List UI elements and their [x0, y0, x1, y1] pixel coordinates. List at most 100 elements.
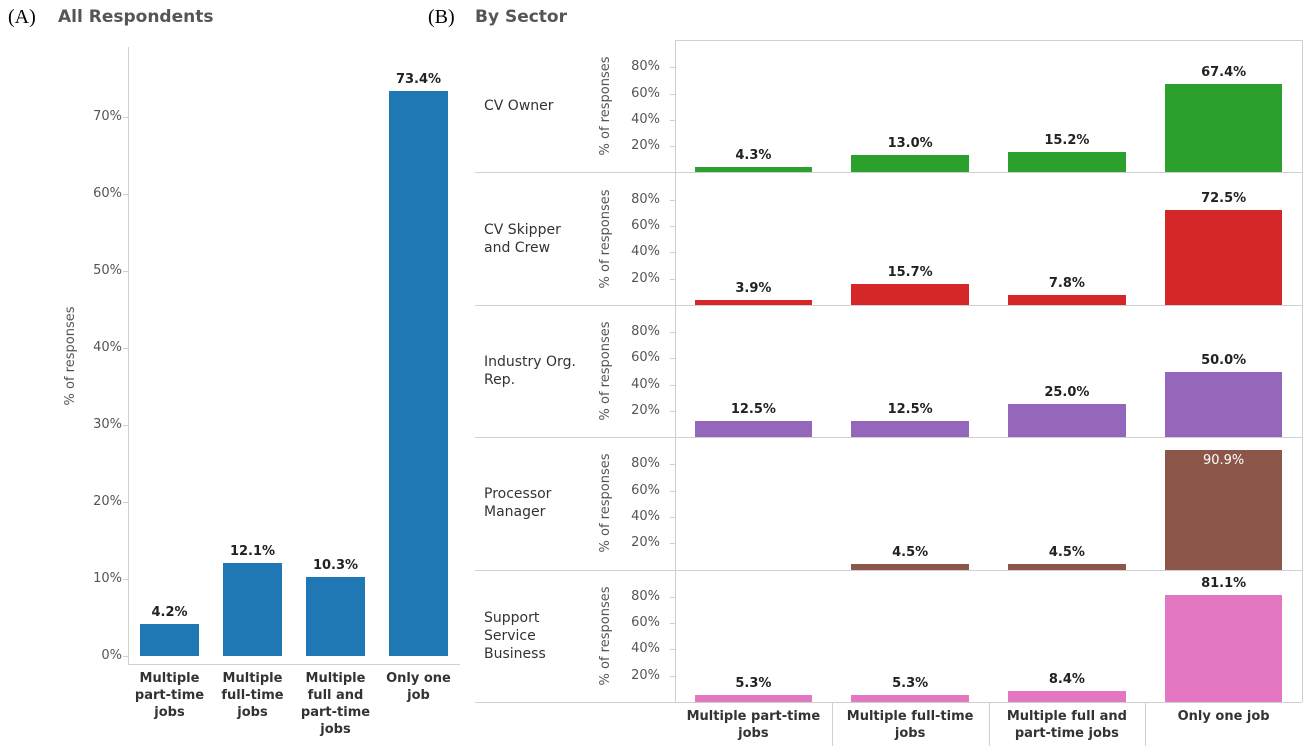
tick-mark: [123, 502, 128, 504]
tick-mark: [670, 623, 675, 625]
value-label: 15.7%: [887, 265, 933, 281]
tick-mark: [670, 225, 675, 227]
row-label: Processor Manager: [484, 486, 552, 521]
value-label: 4.5%: [1048, 544, 1085, 560]
tick-mark: [670, 490, 675, 492]
y-tick-label: 60%: [631, 482, 660, 498]
tick-mark: [123, 117, 128, 119]
y-tick-label: 80%: [631, 588, 660, 604]
y-tick-label: 40%: [631, 509, 660, 525]
bar: [305, 576, 366, 657]
tick-mark: [670, 252, 675, 254]
y-tick-label: 80%: [631, 456, 660, 472]
bar: [851, 695, 969, 702]
x-tick-label: Multiple full and part-time jobs: [1006, 709, 1127, 741]
y-tick-label: 20%: [631, 535, 660, 551]
value-label: 13.0%: [887, 136, 933, 152]
bar: [1164, 83, 1283, 173]
axis-line: [988, 702, 990, 746]
bar: [1164, 209, 1283, 305]
tick-mark: [670, 358, 675, 360]
axis-line: [1302, 40, 1303, 702]
bar: [851, 420, 969, 438]
bar: [1008, 690, 1126, 702]
y-tick-label: 20%: [631, 138, 660, 154]
y-tick-label: 40%: [631, 244, 660, 260]
y-axis-label: % of responses: [63, 306, 78, 405]
y-tick-label: 20%: [631, 402, 660, 418]
bar: [388, 91, 449, 657]
tick-mark: [670, 410, 675, 412]
bar: [694, 166, 813, 173]
tick-mark: [670, 596, 675, 598]
value-label: 5.3%: [735, 676, 772, 692]
tick-mark: [670, 93, 675, 95]
axis-line: [675, 40, 676, 702]
row-label: CV Owner: [484, 98, 554, 115]
value-label: 50.0%: [1201, 352, 1247, 368]
y-tick-label: 80%: [631, 191, 660, 207]
y-tick-label: 20%: [93, 494, 122, 510]
row-label: CV Skipper and Crew: [484, 221, 561, 256]
y-tick-label: 60%: [93, 186, 122, 202]
axis-line: [1145, 702, 1147, 746]
panel-label: (B): [428, 6, 455, 28]
x-tick-label: Multiple full-time jobs: [221, 671, 284, 720]
panel-label: (A): [8, 6, 36, 28]
bar: [1164, 450, 1283, 570]
tick-mark: [670, 332, 675, 334]
bar: [1008, 294, 1126, 305]
axis-line: [475, 569, 1302, 571]
y-tick-label: 80%: [631, 324, 660, 340]
y-tick-label: 20%: [631, 667, 660, 683]
tick-mark: [670, 649, 675, 651]
bar: [1164, 595, 1283, 702]
y-tick-label: 40%: [631, 376, 660, 392]
value-label: 72.5%: [1201, 190, 1247, 206]
value-label: 4.3%: [735, 147, 772, 163]
x-tick-label: Only one job: [1177, 709, 1270, 724]
y-tick-label: 30%: [93, 417, 122, 433]
row-label: Support Service Business: [484, 609, 546, 662]
tick-mark: [670, 146, 675, 148]
tick-mark: [670, 543, 675, 545]
chart-title: By Sector: [475, 7, 567, 27]
tick-mark: [123, 194, 128, 196]
bar: [851, 563, 969, 570]
y-axis-label: % of responses: [598, 586, 613, 686]
value-label: 4.5%: [892, 544, 929, 560]
tick-mark: [670, 675, 675, 677]
axis-line: [128, 664, 460, 665]
value-label: 12.1%: [229, 544, 276, 560]
bar: [139, 623, 200, 657]
y-tick-label: 40%: [631, 111, 660, 127]
x-tick-label: Multiple part-time jobs: [134, 671, 205, 720]
tick-mark: [123, 656, 128, 658]
tick-mark: [123, 271, 128, 273]
value-label: 12.5%: [887, 401, 933, 417]
row-label: Industry Org. Rep.: [484, 353, 576, 388]
x-tick-label: Multiple part-time jobs: [686, 709, 821, 741]
value-label: 10.3%: [312, 557, 359, 573]
value-label: 12.5%: [730, 401, 776, 417]
y-tick-label: 80%: [631, 59, 660, 75]
tick-mark: [123, 579, 128, 581]
y-tick-label: 20%: [631, 270, 660, 286]
x-tick-label: Multiple full-time jobs: [846, 709, 974, 741]
bar: [694, 420, 813, 438]
y-tick-label: 60%: [631, 615, 660, 631]
axis-line: [475, 172, 1302, 174]
tick-mark: [670, 67, 675, 69]
y-tick-label: 40%: [93, 340, 122, 356]
x-tick-label: Multiple full and part-time jobs: [300, 671, 371, 737]
axis-line: [675, 40, 1302, 41]
tick-mark: [670, 278, 675, 280]
tick-mark: [123, 348, 128, 350]
value-label: 15.2%: [1044, 133, 1090, 149]
x-tick-label: Only one job: [386, 671, 451, 703]
axis-line: [475, 702, 1302, 703]
chart-title: All Respondents: [58, 7, 214, 27]
axis-line: [475, 304, 1302, 306]
bar: [1008, 563, 1126, 570]
tick-mark: [123, 425, 128, 427]
